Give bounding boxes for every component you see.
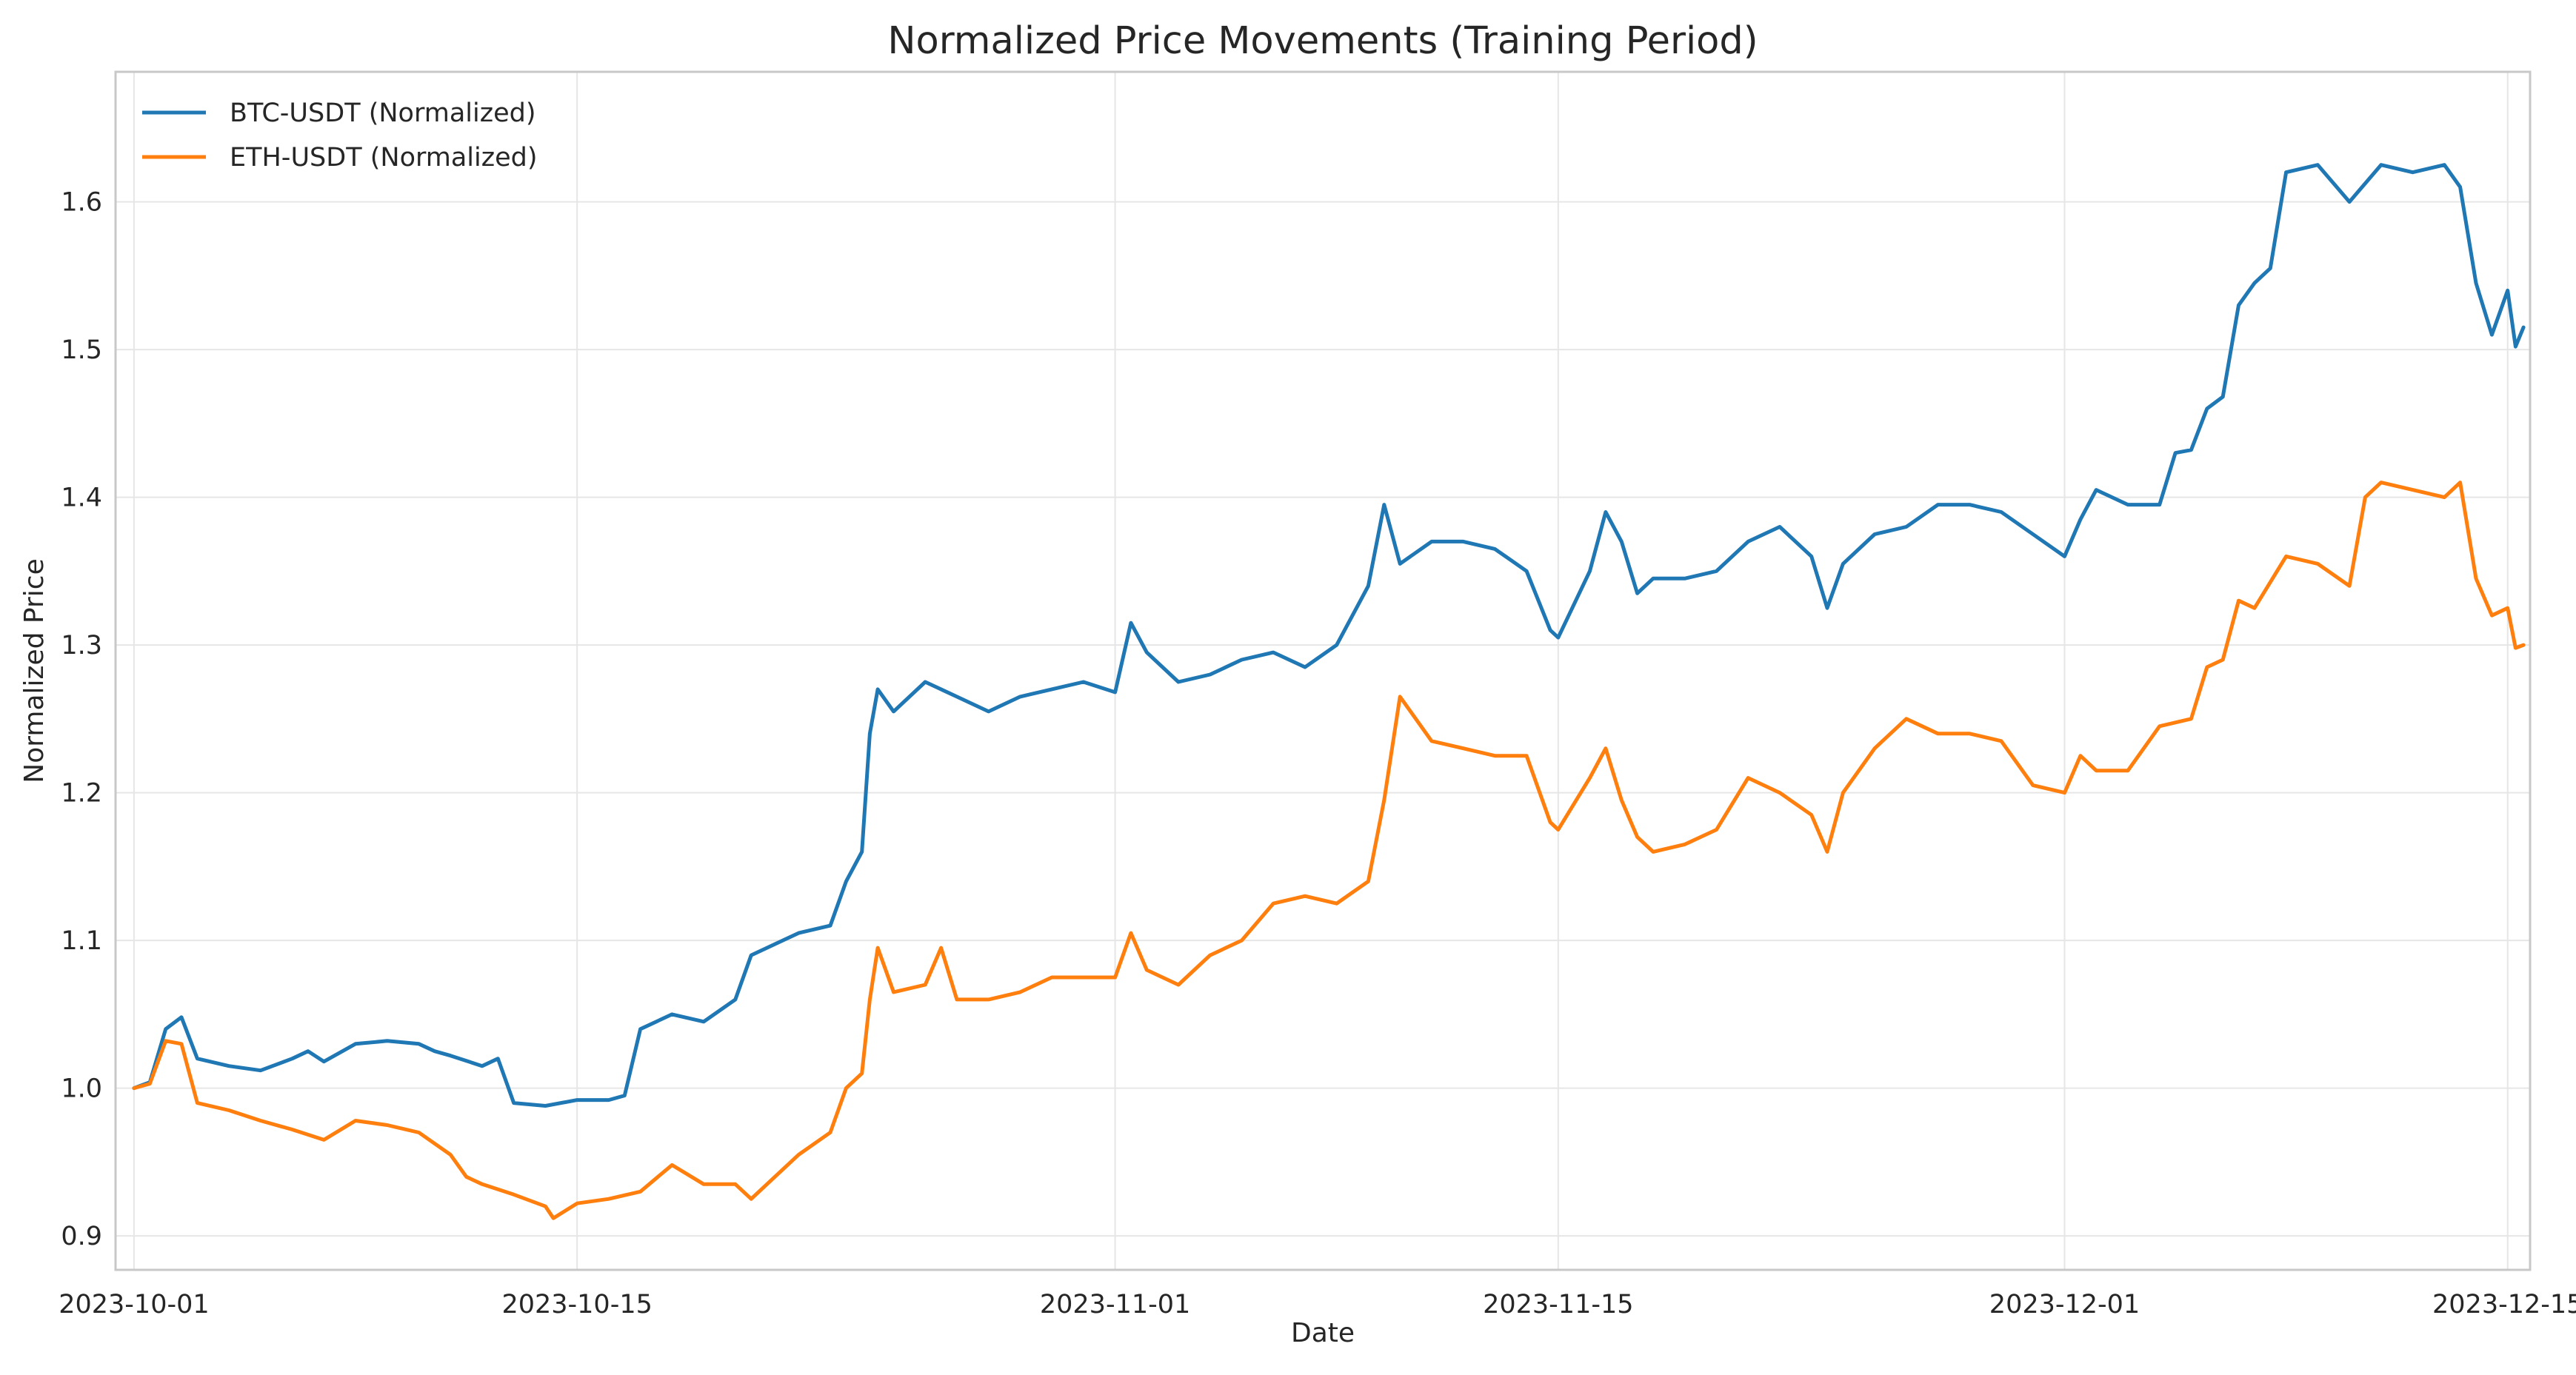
- y-tick-label: 1.5: [61, 335, 102, 365]
- legend: BTC-USDT (Normalized) ETH-USDT (Normalize…: [142, 98, 538, 173]
- y-tick-label: 0.9: [61, 1222, 102, 1251]
- series-line-eth: [132, 481, 2526, 1220]
- chart-title: Normalized Price Movements (Training Per…: [887, 19, 1758, 63]
- y-axis-label: Normalized Price: [19, 558, 50, 783]
- x-axis-ticks: 2023-10-01 2023-10-15 2023-11-01 2023-11-15…: [59, 1290, 2576, 1319]
- x-tick-label: 2023-10-15: [501, 1290, 652, 1319]
- x-axis-label: Date: [1291, 1318, 1355, 1348]
- y-tick-label: 1.0: [61, 1074, 102, 1104]
- y-tick-label: 1.4: [61, 484, 102, 513]
- grid-lines: [116, 72, 2530, 1270]
- x-tick-label: 2023-12-15: [2432, 1290, 2576, 1319]
- series-line-btc: [132, 163, 2526, 1108]
- y-tick-label: 1.3: [61, 631, 102, 660]
- x-tick-label: 2023-12-01: [1989, 1290, 2140, 1319]
- legend-label: BTC-USDT (Normalized): [230, 98, 536, 128]
- y-tick-label: 1.2: [61, 779, 102, 809]
- x-tick-label: 2023-11-01: [1040, 1290, 1190, 1319]
- series-lines: [132, 163, 2526, 1220]
- x-tick-label: 2023-11-15: [1483, 1290, 1633, 1319]
- x-tick-label: 2023-10-01: [59, 1290, 209, 1319]
- y-tick-label: 1.1: [61, 926, 102, 956]
- legend-label: ETH-USDT (Normalized): [230, 143, 538, 173]
- y-tick-label: 1.6: [61, 188, 102, 218]
- y-axis-ticks: 0.9 1.0 1.1 1.2 1.3 1.4 1.5 1.6: [61, 188, 102, 1252]
- plot-frame: [114, 70, 2532, 1271]
